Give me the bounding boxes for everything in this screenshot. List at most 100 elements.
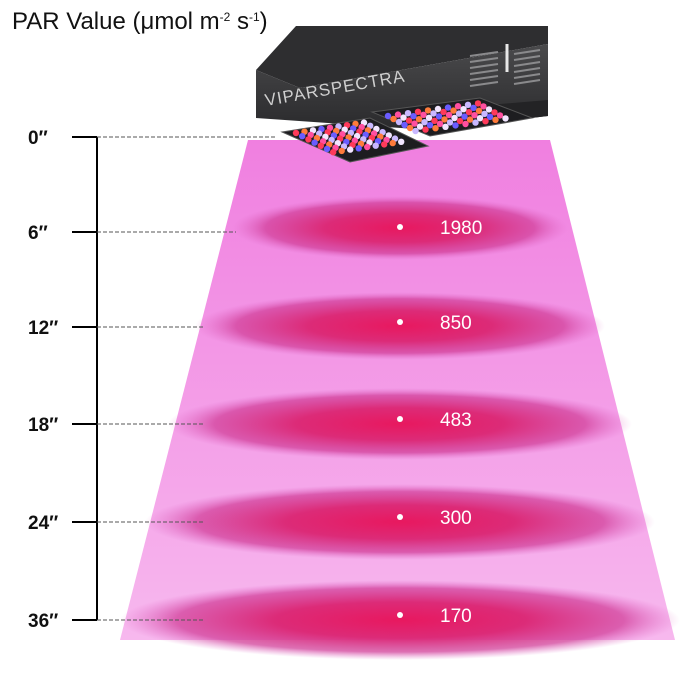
title-suffix: ) — [259, 8, 268, 35]
led-dot — [491, 109, 498, 116]
led-dot — [482, 118, 489, 125]
led-dot — [436, 120, 444, 128]
title-exponent-m: -2 — [219, 10, 231, 24]
par-value-label: 850 — [440, 313, 472, 334]
led-dot — [476, 115, 484, 122]
led-dot — [410, 113, 417, 120]
led-dot — [311, 139, 318, 146]
page-title: PAR Value (μmol m-2 s-1) — [12, 8, 268, 36]
led-dot — [425, 114, 433, 122]
led-dot — [330, 149, 337, 156]
led-dot — [401, 121, 408, 129]
par-value-label: 483 — [440, 410, 472, 431]
led-dot — [454, 103, 462, 110]
led-dot — [395, 118, 403, 126]
led-dot — [486, 113, 494, 121]
title-exponent-s: -1 — [249, 10, 260, 24]
measurement-dot — [397, 224, 403, 230]
led-dot — [442, 123, 449, 130]
led-dot — [475, 107, 483, 115]
led-dot — [464, 101, 472, 109]
led-dot — [440, 108, 447, 116]
led-dot — [445, 111, 453, 119]
led-dot — [435, 113, 443, 120]
led-dot — [412, 127, 419, 135]
led-dot — [480, 103, 487, 110]
led-dot — [481, 110, 488, 118]
led-dot — [426, 122, 434, 129]
led-dot — [372, 142, 379, 149]
led-dot — [384, 112, 392, 120]
light-spot-24 — [145, 484, 655, 560]
led-dot — [466, 116, 474, 123]
led-dot — [432, 125, 439, 132]
led-dot — [404, 110, 412, 117]
led-dot — [338, 147, 345, 155]
measurement-dot — [397, 319, 403, 325]
light-spot-36 — [120, 580, 680, 660]
light-spot-12 — [195, 292, 605, 360]
distance-label: 36″ — [28, 611, 58, 632]
distance-label: 6″ — [28, 223, 48, 244]
led-dot — [450, 107, 457, 114]
led-dot — [430, 110, 437, 117]
led-dot — [415, 116, 423, 123]
led-dot — [496, 112, 504, 119]
led-array — [292, 100, 509, 156]
led-dot — [347, 146, 354, 153]
led-dot — [420, 111, 427, 119]
led-dot — [317, 142, 324, 149]
led-dot — [474, 100, 482, 107]
led-dot — [424, 107, 432, 114]
ruler-marks: 0″ 6″ 1980 12″ 850 18″ 483 24″ 300 36″ 170 — [28, 128, 482, 632]
par-value-label: 170 — [440, 606, 472, 627]
distance-label: 12″ — [28, 318, 58, 339]
led-dot — [398, 138, 405, 145]
led-dot — [462, 120, 469, 128]
led-dot — [434, 105, 442, 113]
led-dot — [471, 112, 478, 119]
led-dot — [305, 136, 312, 143]
led-dot — [485, 106, 493, 113]
led-dot — [460, 106, 467, 113]
led-dot — [400, 114, 407, 121]
title-prefix: PAR Value (μmol m — [12, 8, 220, 35]
led-dot — [470, 104, 477, 112]
led-dot — [451, 114, 458, 122]
measurement-dot — [397, 612, 403, 618]
led-dot — [452, 122, 459, 129]
led-dot — [465, 109, 473, 116]
led-dot — [389, 139, 396, 147]
led-dot — [492, 116, 499, 124]
vent-icon — [469, 49, 541, 87]
led-dot — [444, 104, 452, 111]
measurement-dot — [397, 514, 403, 520]
led-dot — [422, 126, 429, 133]
distance-label: 0″ — [28, 128, 48, 149]
led-dot — [355, 145, 362, 152]
led-dot — [364, 143, 371, 151]
led-dot — [446, 119, 454, 126]
led-dot — [416, 123, 424, 130]
led-dot — [394, 111, 402, 118]
led-dot — [421, 119, 428, 126]
led-dot — [441, 116, 448, 123]
par-value-label: 1980 — [440, 218, 482, 239]
title-mid: s — [230, 8, 249, 35]
led-dot — [406, 124, 414, 132]
led-dot — [292, 129, 300, 137]
led-dot — [405, 117, 413, 124]
led-dot — [299, 133, 306, 140]
grow-light-lamp: VIPARSPECTRA — [256, 26, 548, 163]
led-dot — [455, 110, 463, 117]
led-dot — [323, 145, 331, 153]
measurement-dot — [397, 416, 403, 422]
distance-label: 18″ — [28, 415, 58, 436]
led-dot — [411, 120, 418, 127]
led-dot — [390, 115, 397, 123]
led-dot — [472, 119, 479, 126]
led-dot — [414, 108, 422, 116]
distance-label: 24″ — [28, 513, 58, 534]
